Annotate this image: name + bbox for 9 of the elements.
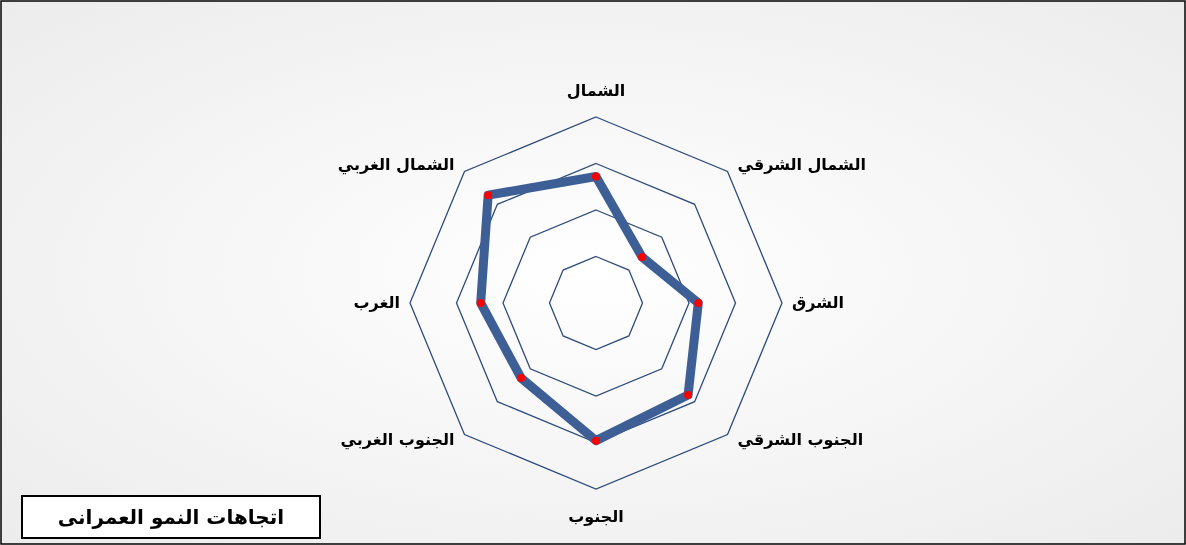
spoke-label: الغرب [353,292,400,312]
spoke-label: الشمال الشرقي [737,154,866,175]
spoke-label: الجنوب [568,506,624,526]
spoke-label: الجنوب الغربي [340,430,455,451]
spoke-label: الشمال الغربي [337,154,455,175]
title: اتجاهات النمو العمرانى [21,495,321,539]
spoke-label: الشمال [566,80,626,100]
spoke-label: الشرق [792,292,845,312]
spoke-label: الجنوب الشرقي [737,430,864,451]
